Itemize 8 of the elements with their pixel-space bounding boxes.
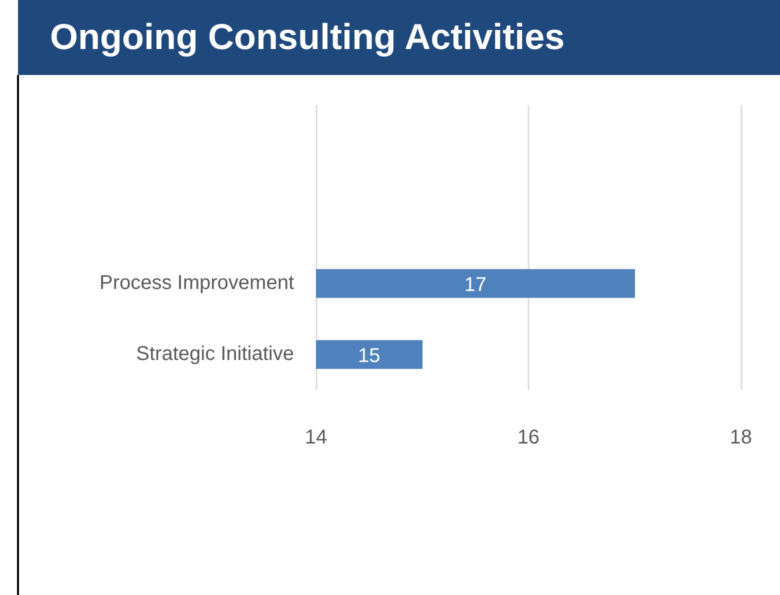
chart-title: Ongoing Consulting Activities: [50, 16, 565, 58]
x-tick-label: 18: [730, 426, 752, 449]
data-label: 15: [358, 345, 380, 368]
x-tick-label: 14: [304, 426, 328, 449]
y-tick-label: Process Improvement: [99, 272, 294, 294]
data-label: 17: [464, 274, 486, 296]
x-tick-label: 16: [517, 426, 540, 449]
y-tick-label: Strategic Initiative: [136, 343, 294, 366]
